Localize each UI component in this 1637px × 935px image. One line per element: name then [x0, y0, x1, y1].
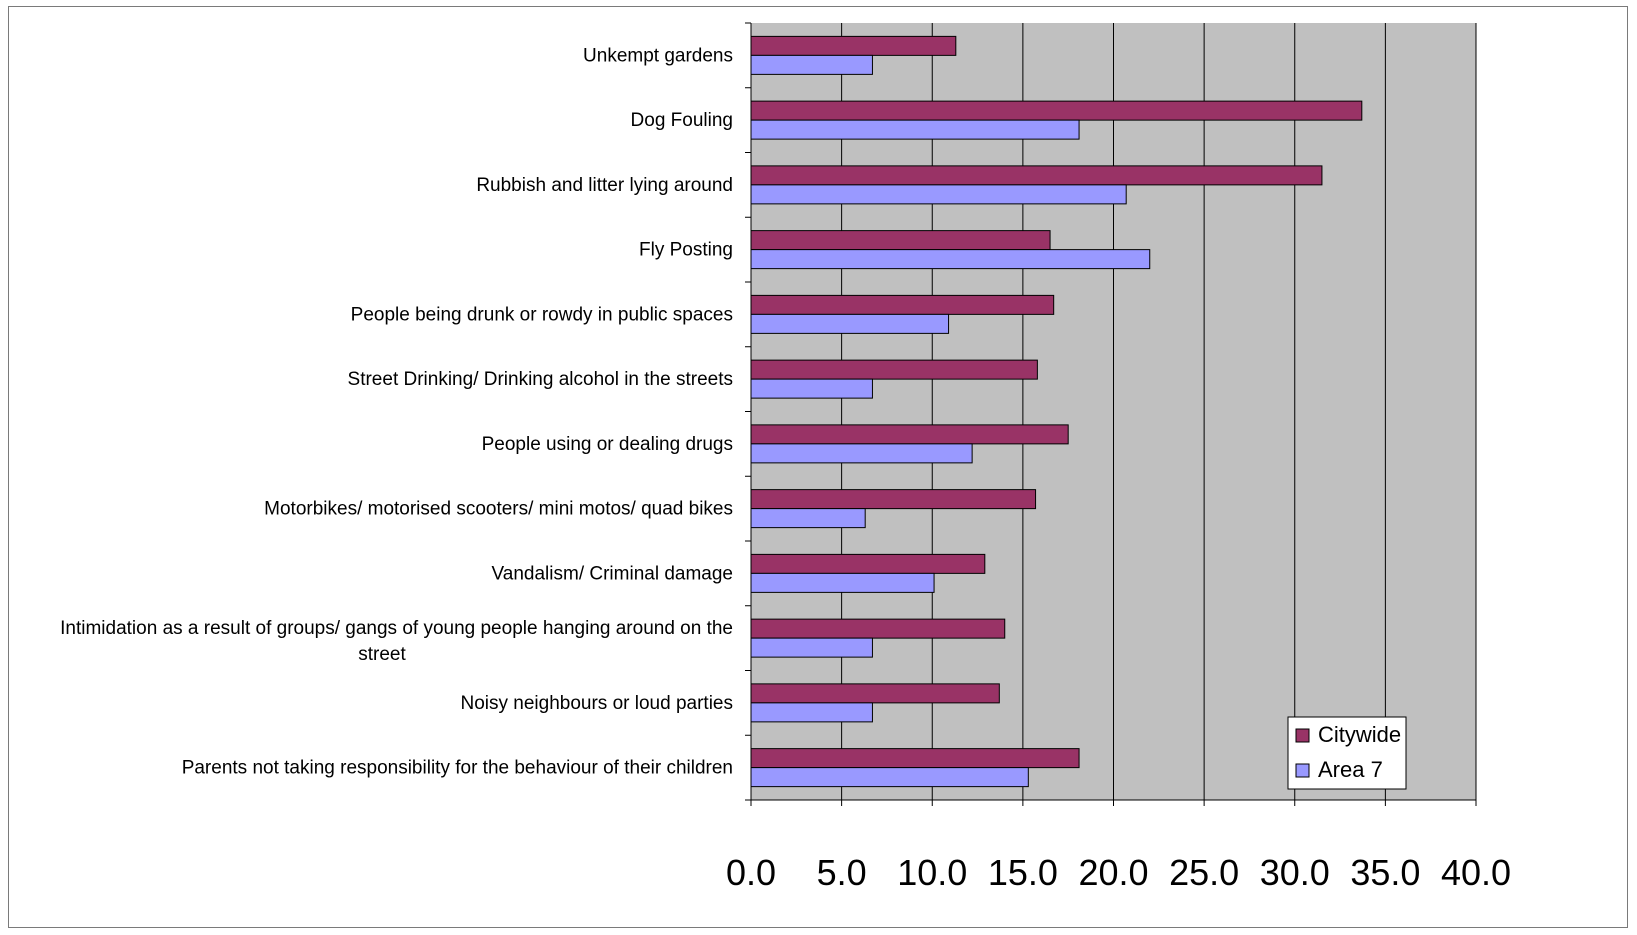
- bar-area-7: [750, 313, 950, 334]
- bar-area-7: [750, 508, 866, 529]
- legend-label: Area 7: [1318, 757, 1383, 782]
- bar-citywide: [750, 294, 1055, 315]
- bar-citywide: [750, 489, 1037, 510]
- bar-citywide: [750, 618, 1006, 639]
- x-tick-label: 30.0: [1260, 852, 1330, 893]
- category-label: Fly Posting: [639, 240, 733, 261]
- bar-area-7: [750, 572, 935, 593]
- x-tick-label: 25.0: [1169, 852, 1239, 893]
- category-label: Unkempt gardens: [583, 45, 733, 66]
- x-tick-label: 40.0: [1441, 852, 1511, 893]
- bar-chart: Unkempt gardens Dog Fouling Rubbish and li…: [60, 22, 1511, 893]
- bar-area-7: [750, 378, 873, 399]
- category-label: People being drunk or rowdy in public sp…: [351, 304, 733, 325]
- gridlines: [841, 23, 1477, 800]
- axes: [745, 22, 1477, 806]
- category-label: Rubbish and litter lying around: [476, 175, 733, 196]
- bar-citywide: [750, 424, 1069, 445]
- bar-citywide: [750, 230, 1051, 251]
- category-label: Dog Fouling: [631, 110, 733, 131]
- x-tick-labels: 0.0 5.0 10.0 15.0 20.0 25.0 30.0 35.0 40.0: [726, 852, 1511, 893]
- bar-area-7: [750, 767, 1029, 788]
- x-tick-label: 5.0: [817, 852, 867, 893]
- bar-citywide: [750, 748, 1080, 769]
- x-tick-label: 15.0: [988, 852, 1058, 893]
- bar-area-7: [750, 443, 973, 464]
- bar-citywide: [750, 553, 986, 574]
- bars: [750, 35, 1363, 788]
- category-labels: Unkempt gardens Dog Fouling Rubbish and li…: [60, 45, 733, 778]
- bar-area-7: [750, 637, 873, 658]
- bar-area-7: [750, 184, 1127, 205]
- chart-frame: Unkempt gardens Dog Fouling Rubbish and li…: [8, 6, 1628, 928]
- legend: Citywide Area 7: [1287, 716, 1407, 790]
- category-label: Parents not taking responsibility for th…: [182, 758, 733, 779]
- category-label: Motorbikes/ motorised scooters/ mini mot…: [264, 499, 733, 520]
- x-tick-label: 35.0: [1350, 852, 1420, 893]
- x-tick-label: 10.0: [897, 852, 967, 893]
- bar-citywide: [750, 35, 957, 56]
- category-label: People using or dealing drugs: [482, 434, 733, 455]
- category-label: Intimidation as a result of groups/ gang…: [60, 618, 733, 639]
- x-tick-label: 0.0: [726, 852, 776, 893]
- legend-swatch: [1295, 728, 1310, 743]
- bar-area-7: [750, 119, 1080, 140]
- bar-citywide: [750, 165, 1323, 186]
- category-label: street: [358, 644, 406, 665]
- legend-label: Citywide: [1318, 722, 1401, 747]
- category-label: Vandalism/ Criminal damage: [492, 563, 733, 584]
- legend-swatch: [1295, 763, 1310, 778]
- bar-citywide: [750, 100, 1363, 121]
- bar-area-7: [750, 54, 873, 75]
- bar-citywide: [750, 683, 1000, 704]
- category-label: Street Drinking/ Drinking alcohol in the…: [348, 369, 733, 390]
- bar-citywide: [750, 359, 1038, 380]
- bar-area-7: [750, 702, 873, 723]
- bar-area-7: [750, 249, 1151, 270]
- category-label: Noisy neighbours or loud parties: [461, 693, 734, 714]
- x-tick-label: 20.0: [1078, 852, 1148, 893]
